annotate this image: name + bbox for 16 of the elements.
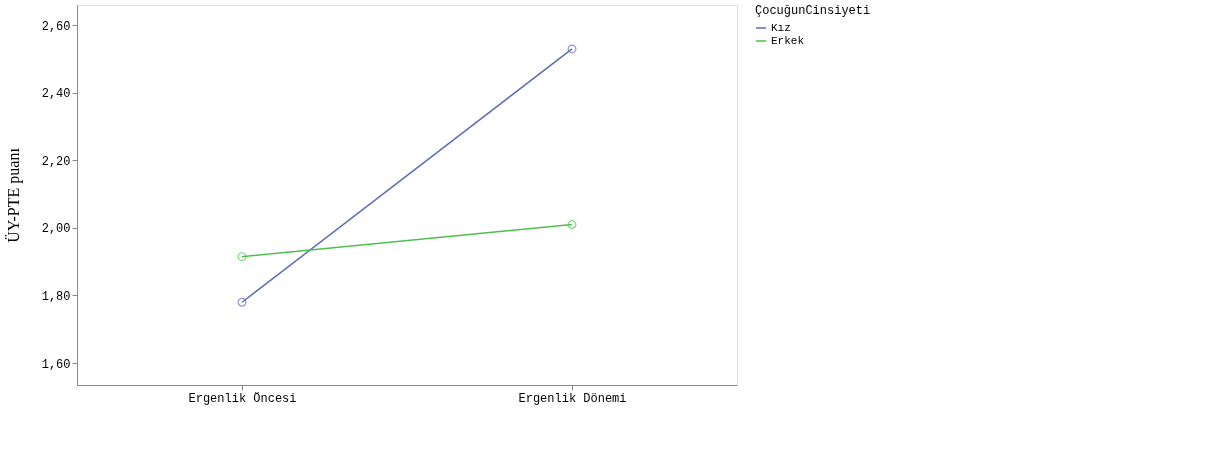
legend-title: ÇocuğunCinsiyeti: [755, 4, 871, 18]
legend-label: Erkek: [771, 35, 805, 47]
point: [237, 297, 247, 307]
y-tick-label: 1,60: [41, 357, 71, 372]
y-tick-label: 2,20: [41, 154, 71, 169]
y-tick-label: 2,60: [41, 19, 71, 34]
y-axis-title: ÜY-PTE puanı: [4, 147, 23, 243]
point: [567, 220, 577, 230]
y-tick-label: 1,80: [41, 289, 71, 304]
y-tick-label: 2,00: [41, 222, 71, 237]
x-tick-label: Ergenlik Dönemi: [518, 391, 627, 406]
legend-label: Kız: [771, 22, 791, 34]
y-tick-label: 2,40: [41, 87, 71, 102]
point: [237, 252, 247, 262]
point: [567, 44, 577, 54]
x-tick-label: Ergenlik Öncesi: [188, 391, 297, 406]
